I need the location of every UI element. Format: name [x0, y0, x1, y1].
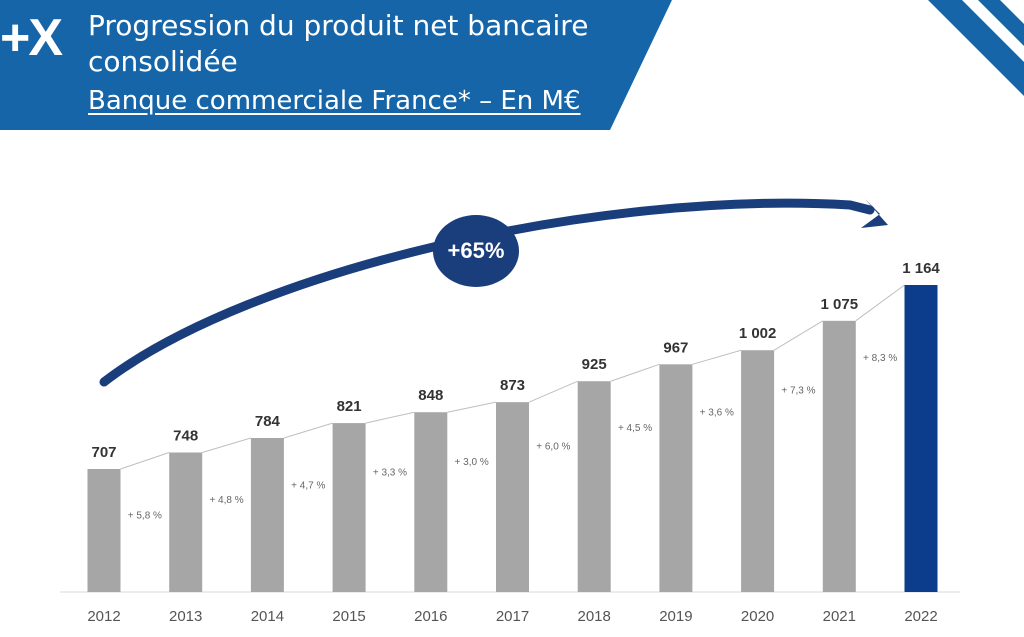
value-label-2018: 925 — [582, 356, 607, 373]
header-banner: +X Progression du produit net bancaire c… — [0, 0, 1024, 135]
x-tick-2021: 2021 — [823, 608, 856, 625]
total-growth-badge — [433, 215, 519, 287]
bar-2017 — [496, 402, 529, 592]
header-stripe-2 — [978, 0, 1024, 46]
growth-label-2021: + 7,3 % — [781, 386, 815, 397]
growth-label-2018: + 6,0 % — [536, 442, 570, 453]
brand-logo: +X — [0, 9, 63, 67]
growth-label-2014: + 4,8 % — [209, 495, 243, 506]
value-label-2020: 1 002 — [739, 325, 777, 342]
bar-2020 — [741, 350, 775, 592]
x-tick-2018: 2018 — [578, 608, 611, 625]
growth-connector-line — [120, 284, 905, 470]
bar-2021 — [822, 320, 856, 592]
header-stripe-1 — [928, 0, 1024, 96]
bar-2022 — [904, 285, 938, 592]
bar-2016 — [414, 412, 448, 592]
x-tick-2020: 2020 — [741, 608, 774, 625]
growth-label-2016: + 3,3 % — [373, 468, 407, 479]
value-label-2017: 873 — [500, 377, 525, 394]
total-growth-label: +65% — [448, 238, 505, 263]
bar-2013 — [169, 452, 203, 592]
header-background — [0, 0, 1024, 130]
value-label-2015: 821 — [337, 398, 362, 415]
value-label-2021: 1 075 — [821, 296, 859, 313]
growth-label-2020: + 3,6 % — [700, 407, 734, 418]
x-tick-2019: 2019 — [659, 608, 692, 625]
value-label-2019: 967 — [663, 339, 688, 356]
bar-2019 — [659, 364, 693, 592]
x-tick-2017: 2017 — [496, 608, 529, 625]
growth-label-2017: + 3,0 % — [455, 457, 489, 468]
value-label-2016: 848 — [418, 387, 443, 404]
bar-2012 — [87, 469, 121, 592]
growth-label-2022: + 8,3 % — [863, 353, 897, 364]
labels-group: 707 2012 748 2013 784 2014 821 2015 848 2016 873 20… — [87, 260, 940, 625]
growth-label-2015: + 4,7 % — [291, 481, 325, 492]
growth-label-2013: + 5,8 % — [128, 511, 162, 522]
x-tick-2015: 2015 — [332, 608, 365, 625]
value-label-2013: 748 — [173, 427, 198, 444]
x-tick-2012: 2012 — [87, 608, 120, 625]
bar-2014 — [250, 437, 284, 592]
header-blue-panel — [0, 0, 672, 130]
x-tick-2022: 2022 — [904, 608, 937, 625]
page-subtitle: Banque commerciale France* – En M€ — [88, 86, 581, 116]
x-tick-2014: 2014 — [251, 608, 284, 625]
page-title: Progression du produit net bancaire cons… — [88, 9, 589, 78]
growth-line-group — [120, 284, 905, 470]
bar-2015 — [332, 423, 366, 592]
value-label-2014: 784 — [255, 413, 281, 430]
value-label-2012: 707 — [91, 444, 116, 461]
bars-group — [87, 285, 938, 592]
x-tick-2016: 2016 — [414, 608, 447, 625]
growth-arrowhead — [861, 199, 888, 228]
x-tick-2013: 2013 — [169, 608, 202, 625]
growth-label-2019: + 4,5 % — [618, 423, 652, 434]
value-label-2022: 1 164 — [902, 260, 940, 277]
bar-2018 — [577, 381, 611, 592]
